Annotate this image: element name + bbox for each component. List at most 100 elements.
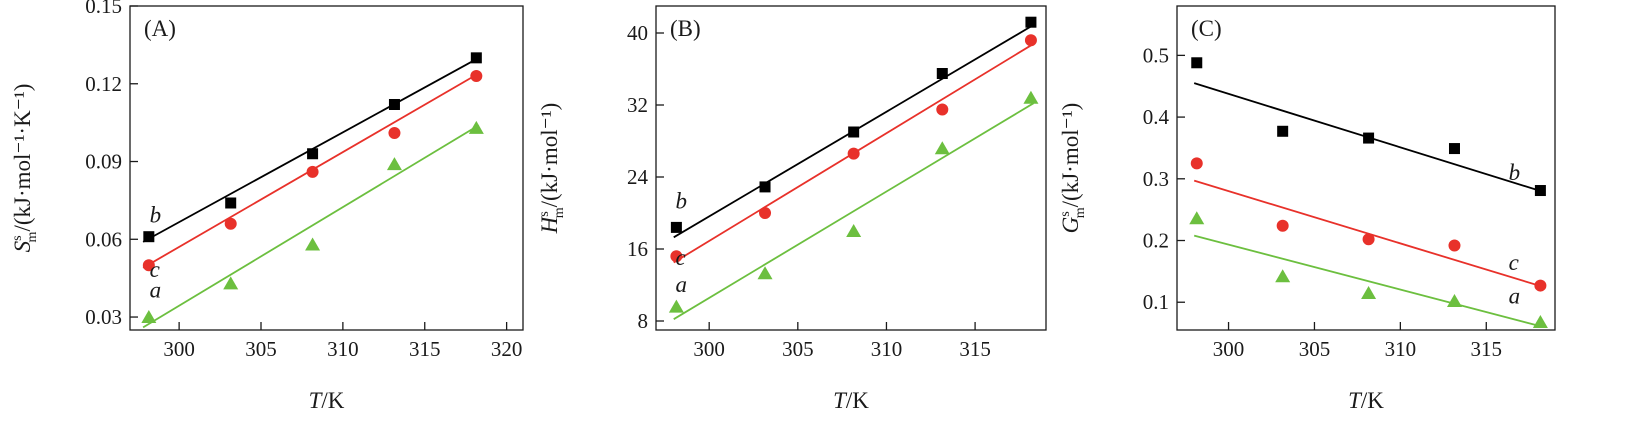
data-point-c (1024, 34, 1037, 47)
y-axis-superscript: s (537, 211, 552, 216)
data-point-a (1275, 269, 1291, 283)
data-point-c (306, 165, 319, 178)
data-point-a (1361, 285, 1377, 299)
data-point-b (1448, 143, 1460, 155)
x-tick-label: 315 (409, 337, 441, 361)
x-axis-units: /K (846, 388, 869, 413)
data-point-b (143, 231, 155, 243)
data-point-a (141, 310, 157, 324)
fit-line-a (673, 102, 1035, 320)
curve-label-a: a (150, 278, 162, 303)
data-point-c (1448, 239, 1461, 252)
data-point-a (305, 237, 321, 251)
y-tick-label: 0.1 (1143, 290, 1169, 314)
data-point-a (468, 120, 484, 134)
y-tick-label: 0.5 (1143, 43, 1169, 67)
y-axis-units: /(kJ·mol⁻¹) (537, 103, 562, 208)
data-point-c (936, 103, 949, 116)
data-point-c (224, 217, 237, 230)
data-point-a (386, 157, 402, 171)
x-axis-units: /K (321, 388, 344, 413)
y-tick-label: 0.09 (85, 150, 122, 174)
y-axis-subscript: m (25, 231, 40, 242)
panel-a: 300 305 310 315 3200.030.060.090.120.15(A)T/… (10, 0, 524, 413)
x-axis-label: T/K (833, 388, 869, 413)
x-tick-label: 305 (1299, 337, 1331, 361)
curve-label-c: c (1509, 250, 1519, 275)
y-axis-subscript: m (552, 207, 567, 218)
data-point-a (1446, 293, 1462, 307)
data-point-c (388, 127, 401, 140)
data-point-c (1276, 219, 1289, 232)
y-tick-label: 0.06 (85, 227, 122, 251)
y-axis-symbol: S (10, 240, 35, 252)
x-tick-label: 315 (1471, 337, 1503, 361)
panel-label: (A) (144, 16, 176, 41)
plot-frame (1176, 5, 1556, 331)
x-axis-label: T/K (309, 388, 345, 413)
y-tick-label: 24 (627, 165, 649, 189)
data-point-c (670, 250, 683, 263)
y-tick-label: 0.2 (1143, 229, 1169, 253)
data-point-a (668, 299, 684, 313)
x-tick-label: 300 (1213, 337, 1245, 361)
data-point-a (1023, 90, 1039, 104)
data-point-b (1191, 57, 1203, 69)
y-tick-label: 8 (638, 309, 649, 333)
y-axis-subscript: m (1073, 207, 1088, 218)
y-axis-symbol: G (1058, 216, 1083, 233)
x-tick-label: 315 (959, 337, 991, 361)
panel-c: 300 305 310 315 0.1 0.2 0.3 0.4 0.5 (C) T/K Gsm/(kJ… (1058, 5, 1556, 413)
y-tick-label: 0.3 (1143, 167, 1169, 191)
curve-label-b: b (676, 189, 688, 214)
data-point-b (388, 98, 400, 110)
y-tick-label: 0.03 (85, 305, 122, 329)
data-point-c (142, 259, 155, 272)
series-b: b (142, 52, 482, 243)
series-c: c (670, 34, 1037, 270)
series-a: a (668, 90, 1039, 320)
curve-label-c: c (150, 257, 160, 282)
series-c: c (142, 69, 483, 282)
x-axis-label: T/K (1348, 388, 1384, 413)
data-point-b (936, 68, 948, 79)
y-axis-label: Ssm/(kJ·mol⁻¹·K⁻¹) (10, 84, 40, 253)
series-a: a (1189, 211, 1548, 328)
x-axis-symbol: T (1348, 388, 1363, 413)
data-point-b (759, 181, 771, 193)
y-tick-label: 16 (627, 237, 648, 261)
y-tick-label: 0.15 (85, 0, 122, 18)
panel-b: 300 305 310 315 8 16 24 32 40 (B) T/K Hsm/(kJ·mol⁻¹… (537, 5, 1047, 413)
panel-label: (C) (1191, 16, 1222, 41)
data-point-b (225, 197, 237, 209)
data-point-a (846, 224, 862, 237)
data-point-b (307, 148, 319, 160)
data-point-c (1190, 157, 1203, 170)
fit-line-a (142, 124, 480, 329)
x-axis-units: /K (1361, 388, 1384, 413)
x-axis-symbol: T (833, 388, 848, 413)
series-b: b (670, 16, 1037, 239)
series-b: b (1191, 57, 1546, 197)
y-axis-symbol: H (537, 215, 562, 234)
data-point-a (223, 276, 239, 290)
x-tick-label: 300 (693, 337, 725, 361)
data-point-c (1362, 233, 1375, 246)
x-axis-symbol: T (309, 388, 324, 413)
x-tick-label: 305 (245, 337, 277, 361)
x-tick-label: 300 (163, 337, 195, 361)
data-point-c (1534, 279, 1547, 292)
panel-label: (B) (670, 16, 701, 41)
series-a: a (141, 120, 484, 329)
y-tick-label: 0.4 (1143, 105, 1170, 129)
data-point-b (470, 52, 482, 64)
x-tick-label: 305 (782, 337, 814, 361)
data-point-b (670, 221, 682, 233)
plot-frame (129, 5, 524, 331)
y-axis-label: Gsm/(kJ·mol⁻¹) (1058, 103, 1088, 234)
x-tick-label: 310 (871, 337, 903, 361)
fit-line-a (1193, 234, 1544, 328)
x-tick-label: 320 (491, 337, 523, 361)
y-tick-label: 32 (627, 93, 648, 117)
